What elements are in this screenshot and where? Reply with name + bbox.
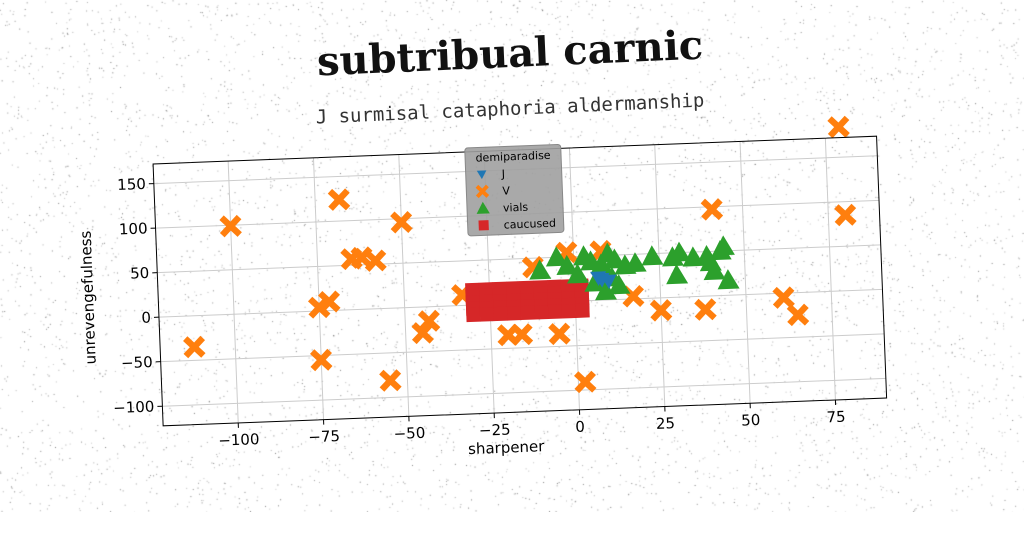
y-tick-label: −50	[121, 353, 153, 372]
x-tick-label: 0	[575, 418, 585, 436]
data-point-v	[787, 303, 810, 326]
data-point-vials	[641, 245, 664, 266]
legend-label-vials: vials	[503, 201, 529, 215]
y-tick-label: 150	[117, 175, 146, 194]
x-gridline	[825, 138, 835, 400]
data-point-caucused	[466, 308, 481, 323]
data-point-caucused	[507, 306, 522, 321]
data-point-v	[700, 198, 723, 221]
y-tick-label: −100	[113, 398, 155, 418]
x-tick-label: −50	[393, 424, 425, 443]
data-point-caucused	[521, 306, 536, 321]
x-axis-label: sharpener	[468, 437, 546, 458]
x-tick-label: 25	[656, 414, 676, 433]
x-gridline	[399, 155, 409, 417]
data-point-caucused	[493, 307, 508, 322]
x-gridline	[313, 158, 323, 420]
x-tick-label: 75	[826, 408, 846, 427]
x-gridline	[228, 161, 238, 423]
y-gridline	[157, 245, 880, 273]
data-point-caucused	[548, 304, 563, 319]
data-point-v	[548, 322, 571, 345]
data-point-caucused	[480, 307, 495, 322]
x-tick-label: −25	[479, 420, 511, 439]
data-point-caucused	[575, 303, 590, 318]
data-point-v	[834, 204, 857, 227]
data-point-v	[694, 298, 717, 321]
y-tick-label: 50	[130, 264, 150, 283]
data-point-v	[510, 323, 533, 346]
x-gridline	[740, 141, 750, 403]
x-gridline	[655, 145, 665, 407]
data-point-v	[328, 188, 351, 211]
legend-label-v: V	[502, 184, 510, 197]
y-axis-label: unrevengefulness	[77, 230, 100, 365]
data-point-v	[183, 336, 206, 359]
data-point-vials	[712, 235, 735, 256]
data-point-vials	[665, 264, 688, 285]
legend-label-caucused: caucused	[503, 217, 556, 232]
y-tick-label: 0	[141, 308, 151, 326]
x-tick-label: −100	[218, 430, 260, 450]
legend-marker-caucused	[478, 220, 488, 230]
x-tick-label: 50	[741, 411, 761, 430]
y-tick-label: 100	[119, 219, 148, 238]
series-caucused	[465, 279, 590, 323]
data-point-v	[379, 369, 402, 392]
data-point-caucused	[534, 305, 549, 320]
data-point-v	[827, 116, 850, 139]
x-tick-label: −75	[308, 427, 340, 446]
data-point-caucused	[562, 304, 577, 319]
legend-label-j: J	[500, 167, 505, 180]
